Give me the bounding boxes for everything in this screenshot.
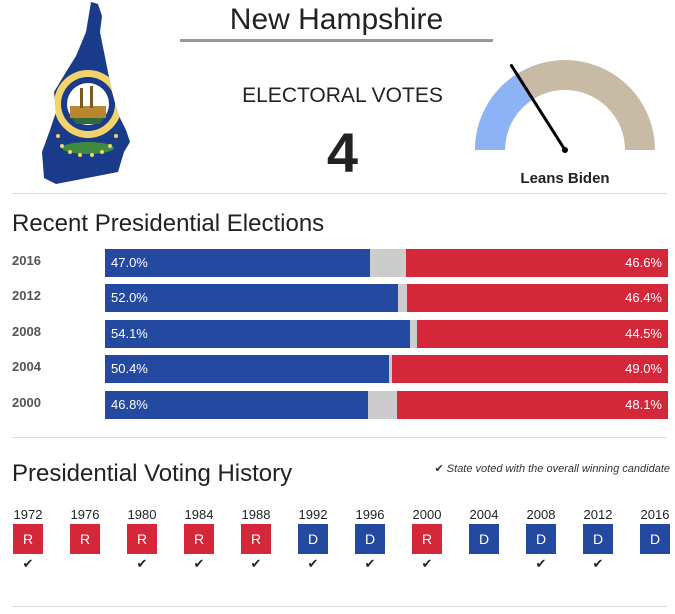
gauge-arc-biden bbox=[475, 74, 534, 151]
dem-share-bar bbox=[105, 284, 398, 312]
state-map-icon bbox=[42, 2, 130, 184]
winner-check-icon: ✔ bbox=[193, 556, 205, 571]
divider bbox=[12, 437, 667, 438]
rep-share-bar bbox=[397, 391, 668, 419]
state-flag-map bbox=[36, 2, 131, 186]
party-badge: R bbox=[13, 524, 43, 554]
party-badge: R bbox=[184, 524, 214, 554]
history-year: 1972 bbox=[13, 507, 43, 522]
history-year-item: 2004 D bbox=[467, 507, 501, 572]
party-badge: R bbox=[70, 524, 100, 554]
divider bbox=[12, 193, 667, 194]
party-badge: D bbox=[583, 524, 613, 554]
history-year: 2004 bbox=[469, 507, 499, 522]
election-year: 2008 bbox=[12, 324, 41, 339]
gauge-label: Leans Biden bbox=[520, 170, 610, 187]
winner-check-icon: ✔ bbox=[421, 556, 433, 571]
history-year: 1984 bbox=[184, 507, 214, 522]
dem-share-bar bbox=[105, 391, 369, 419]
winner-check-icon: ✔ bbox=[22, 556, 34, 571]
winner-check-icon: ✔ bbox=[364, 556, 376, 571]
history-year: 2012 bbox=[583, 507, 613, 522]
election-bar: 52.0% 46.4% bbox=[105, 284, 668, 312]
party-badge: D bbox=[469, 524, 499, 554]
winner-check-icon bbox=[638, 556, 672, 572]
history-year: 1980 bbox=[127, 507, 157, 522]
rep-share-bar bbox=[392, 355, 668, 383]
history-year-item: 1976 R bbox=[68, 507, 102, 572]
gauge-needle bbox=[509, 64, 567, 152]
dem-share-bar bbox=[105, 320, 410, 348]
dem-share-bar bbox=[105, 249, 370, 277]
dem-share-label: 47.0% bbox=[111, 255, 148, 270]
party-badge: D bbox=[355, 524, 385, 554]
dem-share-bar bbox=[105, 355, 389, 383]
election-bar: 54.1% 44.5% bbox=[105, 320, 668, 348]
rep-share-label: 46.6% bbox=[625, 255, 662, 270]
history-year-item: 1992 D ✔ bbox=[296, 507, 330, 572]
history-year-item: 1996 D ✔ bbox=[353, 507, 387, 572]
electoral-votes-label: ELECTORAL VOTES bbox=[242, 84, 443, 107]
election-bar: 47.0% 46.6% bbox=[105, 249, 668, 277]
rep-share-bar bbox=[405, 249, 668, 277]
rep-share-label: 46.4% bbox=[625, 290, 662, 305]
election-bar: 46.8% 48.1% bbox=[105, 391, 668, 419]
dem-share-label: 54.1% bbox=[111, 326, 148, 341]
party-badge: R bbox=[412, 524, 442, 554]
election-year: 2000 bbox=[12, 395, 41, 410]
history-year: 1976 bbox=[70, 507, 100, 522]
election-year: 2004 bbox=[12, 359, 41, 374]
winner-check-icon: ✔ bbox=[307, 556, 319, 571]
winner-check-icon: ✔ bbox=[592, 556, 604, 571]
divider bbox=[12, 606, 667, 607]
party-badge: D bbox=[640, 524, 670, 554]
winner-check-icon bbox=[68, 556, 102, 572]
election-year: 2012 bbox=[12, 288, 41, 303]
party-badge: R bbox=[127, 524, 157, 554]
rep-share-label: 48.1% bbox=[625, 397, 662, 412]
history-year-item: 2012 D ✔ bbox=[581, 507, 615, 572]
rep-share-bar bbox=[417, 320, 668, 348]
history-year-item: 1972 R ✔ bbox=[11, 507, 45, 572]
party-badge: D bbox=[526, 524, 556, 554]
check-icon: ✔ bbox=[434, 463, 444, 475]
voting-history-title: Presidential Voting History bbox=[12, 460, 293, 487]
history-year: 2008 bbox=[526, 507, 556, 522]
history-year-item: 2000 R ✔ bbox=[410, 507, 444, 572]
dem-share-label: 50.4% bbox=[111, 361, 148, 376]
lean-gauge bbox=[470, 58, 660, 160]
title-underline bbox=[180, 39, 493, 42]
history-year: 2016 bbox=[640, 507, 670, 522]
electoral-votes-value: 4 bbox=[326, 121, 359, 184]
dem-share-label: 52.0% bbox=[111, 290, 148, 305]
election-bar: 50.4% 49.0% bbox=[105, 355, 668, 383]
party-badge: R bbox=[241, 524, 271, 554]
history-year-item: 2016 D bbox=[638, 507, 672, 572]
history-year-item: 1984 R ✔ bbox=[182, 507, 216, 572]
history-year: 2000 bbox=[412, 507, 442, 522]
winner-check-icon: ✔ bbox=[136, 556, 148, 571]
dem-share-label: 46.8% bbox=[111, 397, 148, 412]
rep-share-label: 44.5% bbox=[625, 326, 662, 341]
winner-legend: ✔ State voted with the overall winning c… bbox=[420, 462, 670, 475]
state-title: New Hampshire bbox=[229, 3, 444, 36]
history-year: 1992 bbox=[298, 507, 328, 522]
winner-check-icon: ✔ bbox=[535, 556, 547, 571]
gauge-hub bbox=[562, 147, 568, 153]
recent-elections-title: Recent Presidential Elections bbox=[12, 210, 325, 237]
gauge-dial-icon bbox=[475, 60, 655, 153]
history-year: 1996 bbox=[355, 507, 385, 522]
election-year: 2016 bbox=[12, 253, 41, 268]
legend-text: State voted with the overall winning can… bbox=[446, 463, 670, 475]
winner-check-icon bbox=[467, 556, 501, 572]
rep-share-bar bbox=[406, 284, 668, 312]
history-year: 1988 bbox=[241, 507, 271, 522]
winner-check-icon: ✔ bbox=[250, 556, 262, 571]
history-year-item: 2008 D ✔ bbox=[524, 507, 558, 572]
history-year-item: 1980 R ✔ bbox=[125, 507, 159, 572]
rep-share-label: 49.0% bbox=[625, 361, 662, 376]
party-badge: D bbox=[298, 524, 328, 554]
history-year-item: 1988 R ✔ bbox=[239, 507, 273, 572]
